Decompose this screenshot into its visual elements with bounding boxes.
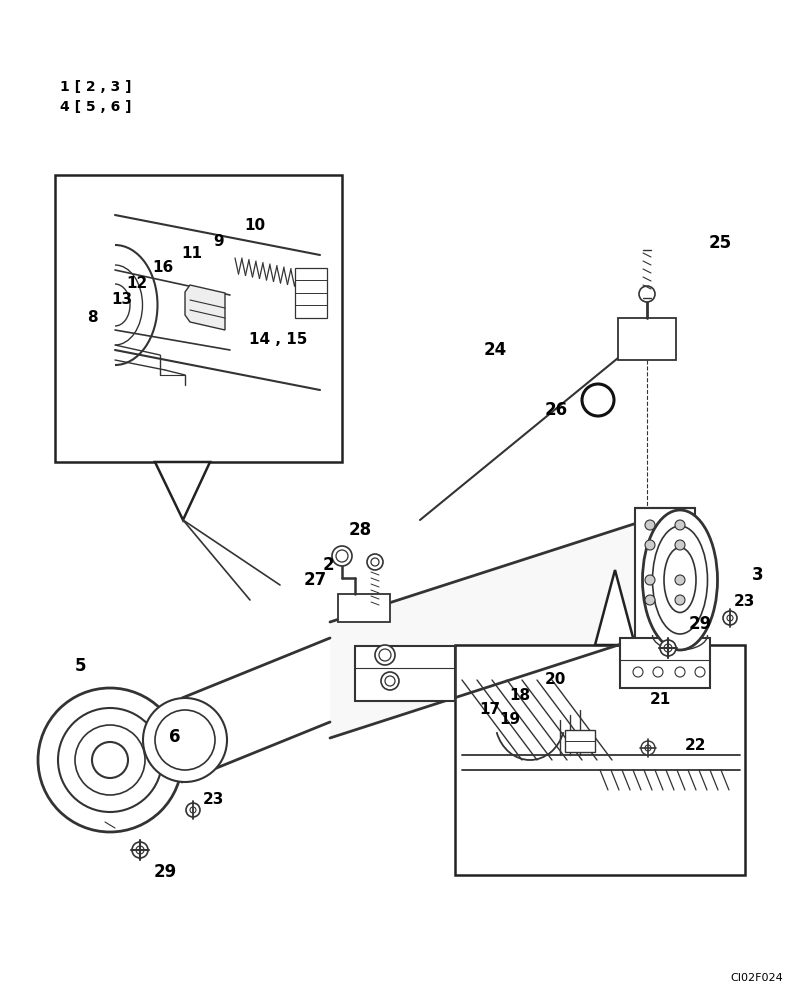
Circle shape [664,644,672,652]
Bar [338,594,390,622]
Circle shape [132,842,148,858]
Circle shape [675,520,685,530]
Circle shape [633,667,643,677]
Circle shape [675,575,685,585]
Text: 11: 11 [182,245,203,260]
Circle shape [675,667,685,677]
Circle shape [136,846,144,854]
Circle shape [332,546,352,566]
Circle shape [645,520,655,530]
Circle shape [379,649,391,661]
Text: 26: 26 [545,401,567,419]
Circle shape [75,725,145,795]
Circle shape [582,384,614,416]
Bar [455,645,745,875]
Circle shape [645,595,655,605]
Polygon shape [330,522,640,738]
Polygon shape [155,462,210,520]
Circle shape [190,807,196,813]
Text: 29: 29 [688,615,712,633]
Bar [55,175,342,462]
Text: CI02F024: CI02F024 [730,973,783,983]
Text: 12: 12 [126,276,148,292]
Text: 17: 17 [479,702,501,718]
Circle shape [653,667,663,677]
Circle shape [375,645,395,665]
Text: 29: 29 [154,863,177,881]
Bar [618,318,676,360]
Text: 16: 16 [153,259,174,274]
Bar [295,268,327,318]
Text: 8: 8 [86,310,97,324]
Circle shape [645,745,651,751]
Circle shape [367,554,383,570]
Circle shape [38,688,182,832]
Text: 24: 24 [483,341,507,359]
Circle shape [727,615,733,621]
Circle shape [381,672,399,690]
Circle shape [385,676,395,686]
Circle shape [675,540,685,550]
Text: 9: 9 [213,233,225,248]
Text: 14 , 15: 14 , 15 [249,332,307,348]
Circle shape [155,710,215,770]
Text: 6: 6 [169,728,181,746]
Bar [565,730,595,752]
Ellipse shape [653,526,708,634]
Text: 23: 23 [734,594,755,609]
Text: 22: 22 [684,738,705,752]
Text: 19: 19 [499,712,520,728]
Ellipse shape [664,548,696,612]
Circle shape [92,742,128,778]
Circle shape [371,558,379,566]
Text: 18: 18 [509,688,531,702]
Bar [620,638,710,688]
Circle shape [58,708,162,812]
Text: 5: 5 [74,657,86,675]
Text: 23: 23 [202,792,224,808]
Circle shape [639,286,655,302]
Circle shape [143,698,227,782]
Circle shape [186,803,200,817]
Polygon shape [185,285,225,330]
Circle shape [675,595,685,605]
Text: 13: 13 [112,292,133,308]
Circle shape [641,741,655,755]
Text: 28: 28 [348,521,372,539]
Text: 1 [ 2 , 3 ]: 1 [ 2 , 3 ] [60,80,132,94]
Circle shape [660,640,676,656]
Circle shape [723,611,737,625]
Circle shape [645,540,655,550]
Circle shape [645,575,655,585]
Text: 2: 2 [322,556,334,574]
Text: 25: 25 [709,234,731,252]
Ellipse shape [642,510,718,650]
Bar [635,508,695,644]
Text: 10: 10 [245,219,266,233]
Text: 4 [ 5 , 6 ]: 4 [ 5 , 6 ] [60,100,132,114]
Polygon shape [595,570,635,645]
Bar [355,646,455,701]
Text: 27: 27 [303,571,326,589]
Circle shape [695,667,705,677]
Text: 20: 20 [545,672,566,688]
Circle shape [336,550,348,562]
Text: 3: 3 [752,566,764,584]
Text: 21: 21 [650,692,671,708]
